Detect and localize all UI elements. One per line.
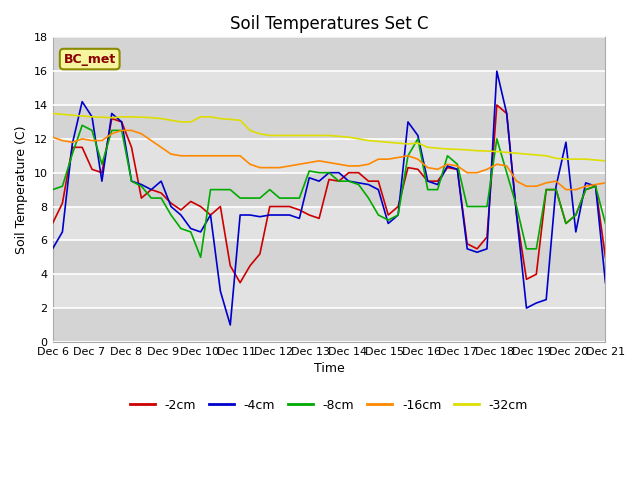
Line: -2cm: -2cm <box>52 105 605 283</box>
-2cm <box>236 280 244 286</box>
-32cm <box>285 132 293 138</box>
-8cm <box>454 161 461 167</box>
Bar <box>52 173 605 206</box>
-8cm <box>444 153 451 159</box>
-16cm <box>602 180 609 186</box>
-32cm <box>424 144 431 150</box>
Legend: -2cm, -4cm, -8cm, -16cm, -32cm: -2cm, -4cm, -8cm, -16cm, -32cm <box>125 394 533 417</box>
Bar <box>52 139 605 173</box>
-4cm <box>68 141 76 147</box>
-32cm <box>196 114 204 120</box>
-16cm <box>296 161 303 167</box>
-2cm <box>196 204 204 209</box>
-2cm <box>68 144 76 150</box>
Text: BC_met: BC_met <box>63 53 116 66</box>
-4cm <box>602 280 609 286</box>
-32cm <box>434 145 442 151</box>
Line: -32cm: -32cm <box>52 113 605 161</box>
-4cm <box>296 216 303 221</box>
-2cm <box>78 144 86 150</box>
-16cm <box>434 167 442 172</box>
Bar <box>52 71 605 105</box>
-8cm <box>49 187 56 192</box>
-2cm <box>296 207 303 213</box>
-2cm <box>49 221 56 227</box>
-2cm <box>493 102 500 108</box>
-4cm <box>196 229 204 235</box>
-4cm <box>227 322 234 328</box>
-8cm <box>305 168 313 174</box>
Bar <box>52 308 605 342</box>
-16cm <box>207 153 214 159</box>
-32cm <box>68 112 76 118</box>
X-axis label: Time: Time <box>314 362 344 375</box>
Line: -8cm: -8cm <box>52 125 605 257</box>
Line: -16cm: -16cm <box>52 131 605 190</box>
-16cm <box>118 128 125 133</box>
Title: Soil Temperatures Set C: Soil Temperatures Set C <box>230 15 428 33</box>
Bar <box>52 274 605 308</box>
-8cm <box>216 187 224 192</box>
Line: -4cm: -4cm <box>52 71 605 325</box>
-32cm <box>602 158 609 164</box>
Bar <box>52 105 605 139</box>
-16cm <box>562 187 570 192</box>
Bar <box>52 37 605 71</box>
-32cm <box>78 113 86 119</box>
-2cm <box>444 165 451 170</box>
-16cm <box>444 161 451 167</box>
-4cm <box>434 181 442 187</box>
-2cm <box>434 178 442 184</box>
-4cm <box>444 163 451 169</box>
-32cm <box>49 110 56 116</box>
-16cm <box>78 136 86 142</box>
-16cm <box>68 139 76 145</box>
-8cm <box>602 221 609 227</box>
-8cm <box>68 151 76 157</box>
Y-axis label: Soil Temperature (C): Soil Temperature (C) <box>15 125 28 254</box>
-2cm <box>602 254 609 260</box>
-4cm <box>49 246 56 252</box>
-4cm <box>493 68 500 74</box>
Bar <box>52 240 605 274</box>
-8cm <box>88 128 96 133</box>
-16cm <box>49 134 56 140</box>
-8cm <box>196 254 204 260</box>
-8cm <box>78 122 86 128</box>
Bar <box>52 206 605 240</box>
-4cm <box>78 99 86 105</box>
